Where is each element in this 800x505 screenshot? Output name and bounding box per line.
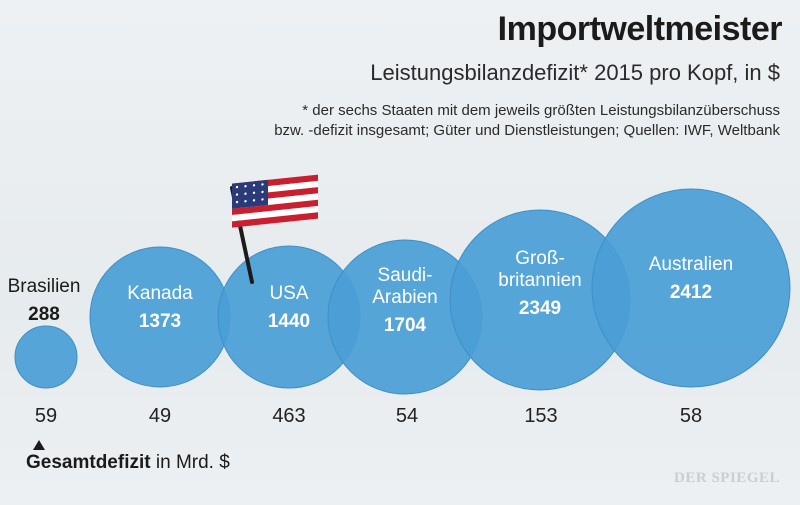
footnote-line-2: bzw. -defizit insgesamt; Güter und Diens…	[274, 122, 780, 139]
footnote-line-1: * der sechs Staaten mit dem jeweils größ…	[302, 102, 780, 119]
triangle-up-icon	[33, 440, 45, 450]
country-name-label: Arabien	[372, 287, 438, 308]
us-flag-icon	[230, 174, 318, 284]
brand-logo: DER SPIEGEL	[674, 470, 780, 486]
per-capita-value-label: 2349	[519, 298, 561, 319]
per-capita-value-label: 1373	[139, 311, 181, 332]
country-name-label: Kanada	[127, 283, 193, 304]
per-capita-value-label: 2412	[670, 282, 712, 303]
per-capita-value-label: 1704	[384, 315, 427, 336]
total-deficit-label: 153	[524, 405, 557, 427]
flag-star	[261, 198, 264, 201]
per-capita-value-label: 1440	[268, 311, 310, 332]
flag-star	[252, 199, 256, 202]
flag-star	[244, 184, 247, 188]
bubble-0	[14, 325, 78, 389]
flag-stripe	[232, 206, 318, 222]
flag-star	[261, 190, 264, 194]
total-deficit-label: 59	[35, 405, 57, 427]
flag-star	[261, 183, 264, 186]
flag-canton	[232, 179, 268, 209]
chart-title: Importweltmeister	[497, 10, 783, 48]
flag-star	[235, 185, 239, 189]
legend-bold-text: Gesamtdefizit	[26, 452, 151, 473]
chart-footnote: * der sechs Staaten mit dem jeweils größ…	[220, 101, 780, 141]
total-deficit-label: 49	[149, 405, 171, 427]
country-name-label: Australien	[649, 254, 734, 275]
legend-total-deficit: Gesamtdefizit in Mrd. $	[26, 452, 230, 474]
country-name-label: USA	[269, 283, 308, 304]
total-deficit-label: 58	[680, 405, 702, 427]
label-layer: Brasilien 288 59 Kanada 1373 49 USA 1440 463 Saud…	[8, 248, 734, 427]
total-deficit-label: 54	[396, 405, 418, 427]
flag-star	[235, 200, 239, 204]
flag-star	[252, 184, 256, 187]
bubble-5	[591, 188, 791, 388]
flag-stripe	[232, 199, 318, 216]
legend-rest-text: in Mrd. $	[150, 452, 230, 473]
per-capita-value-label: 288	[28, 304, 60, 325]
flag-stripe	[232, 212, 318, 228]
flag-star	[235, 193, 239, 196]
country-name-label: britannien	[498, 270, 581, 291]
chart-subtitle: Leistungsbilanzdefizit* 2015 pro Kopf, i…	[370, 60, 780, 85]
flag-star	[244, 192, 247, 195]
country-name-label: Groß-	[515, 248, 565, 269]
flag-star	[244, 199, 247, 203]
country-name-label: Brasilien	[8, 276, 81, 297]
total-deficit-label: 463	[272, 405, 305, 427]
flag-star	[252, 191, 256, 195]
bubble-layer	[14, 188, 791, 395]
country-name-label: Saudi-	[378, 265, 433, 286]
